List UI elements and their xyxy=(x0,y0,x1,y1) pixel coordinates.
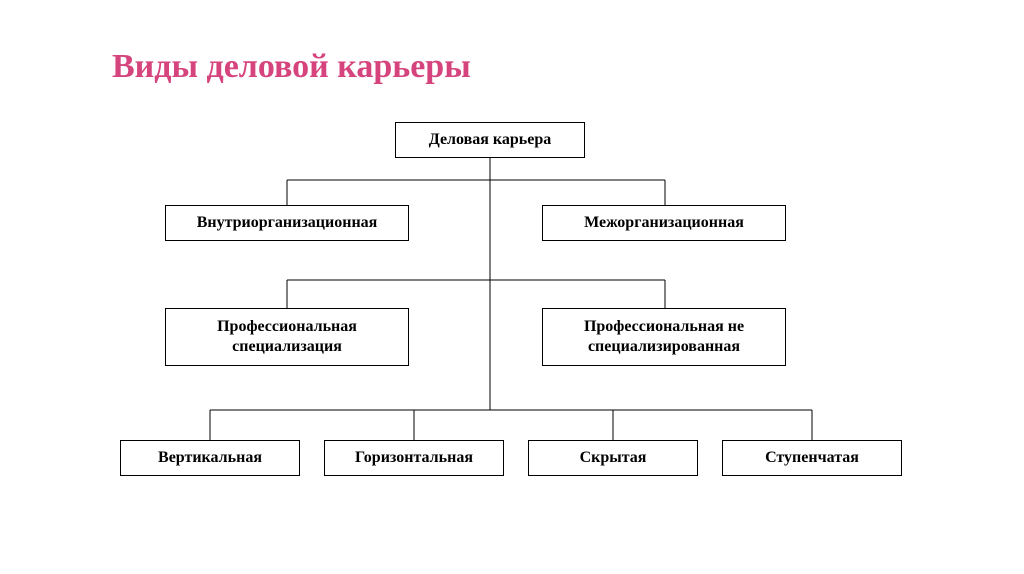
node-l2b: Профессиональная не специализированная xyxy=(542,308,786,366)
node-l2a: Профессиональная специализация xyxy=(165,308,409,366)
node-root: Деловая карьера xyxy=(395,122,585,158)
node-label: Скрытая xyxy=(580,448,647,468)
node-label: Деловая карьера xyxy=(429,130,552,150)
page: Виды деловой карьеры Деловая карьера Внут… xyxy=(0,0,1024,574)
node-label: Внутриорганизационная xyxy=(197,213,378,233)
node-l3d: Ступенчатая xyxy=(722,440,902,476)
node-l1a: Внутриорганизационная xyxy=(165,205,409,241)
page-title: Виды деловой карьеры xyxy=(112,48,471,86)
node-l3a: Вертикальная xyxy=(120,440,300,476)
node-label: Профессиональная специализация xyxy=(172,317,402,357)
node-label: Вертикальная xyxy=(158,448,262,468)
node-label: Горизонтальная xyxy=(355,448,473,468)
node-label: Межорганизационная xyxy=(584,213,744,233)
node-label: Профессиональная не специализированная xyxy=(549,317,779,357)
node-label: Ступенчатая xyxy=(765,448,859,468)
connector-lines xyxy=(0,0,1024,574)
node-l1b: Межорганизационная xyxy=(542,205,786,241)
node-l3c: Скрытая xyxy=(528,440,698,476)
node-l3b: Горизонтальная xyxy=(324,440,504,476)
